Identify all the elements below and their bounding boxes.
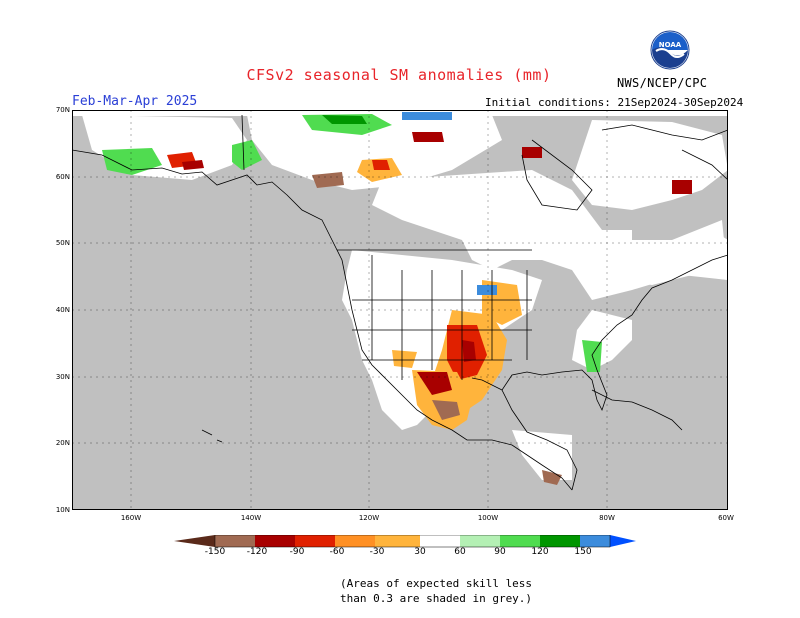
colorbar-label: -120 <box>246 547 268 557</box>
colorbar-segment <box>500 535 540 547</box>
colorbar-segment <box>295 535 335 547</box>
initial-conditions: Initial conditions: 21Sep2024-30Sep2024 <box>485 96 744 109</box>
lat-label: 10N <box>55 506 70 514</box>
colorbar-segment <box>420 535 460 547</box>
map-title: CFSv2 seasonal SM anomalies (mm) <box>246 66 552 84</box>
skill-note-line: than 0.3 are shaded in grey.) <box>340 592 533 605</box>
colorbar-label: -30 <box>369 547 385 557</box>
colorbar-max-arrow <box>610 535 636 547</box>
lat-label: 20N <box>55 439 70 447</box>
lon-label: 100W <box>477 514 499 522</box>
colorbar-label: -150 <box>204 547 226 557</box>
lon-label: 160W <box>120 514 142 522</box>
lon-label: 140W <box>240 514 262 522</box>
colorbar-label: -90 <box>289 547 305 557</box>
color-bar <box>174 535 636 548</box>
forecast-period: Feb-Mar-Apr 2025 <box>72 94 198 109</box>
coastlines-and-borders <box>72 114 728 491</box>
graticule <box>72 110 728 510</box>
lat-label: 60N <box>55 173 70 181</box>
colorbar-segment <box>460 535 500 547</box>
colorbar-min-arrow <box>174 535 215 547</box>
lon-label: 60W <box>718 514 734 522</box>
colorbar-segment <box>335 535 375 547</box>
colorbar-label: 30 <box>414 547 426 557</box>
soil-moisture-map <box>72 110 728 510</box>
skill-note: (Areas of expected skill less than 0.3 a… <box>340 576 540 606</box>
lon-label: 80W <box>599 514 615 522</box>
colorbar-label: -60 <box>329 547 345 557</box>
lat-label: 30N <box>55 373 70 381</box>
colorbar-label: 90 <box>494 547 506 557</box>
lat-label: 40N <box>55 306 70 314</box>
colorbar-segment <box>375 535 420 547</box>
lat-label: 70N <box>55 106 70 114</box>
agency-label: NWS/NCEP/CPC <box>617 76 708 90</box>
colorbar-label: 150 <box>574 547 592 557</box>
lon-label: 120W <box>358 514 380 522</box>
colorbar-segment <box>215 535 255 547</box>
logo-text: NOAA <box>659 41 682 49</box>
skill-note-line: (Areas of expected skill less <box>340 577 533 590</box>
colorbar-label: 60 <box>454 547 466 557</box>
colorbar-label: 120 <box>531 547 549 557</box>
noaa-logo-icon: NOAA <box>650 30 690 70</box>
lat-label: 50N <box>55 239 70 247</box>
colorbar-segment <box>580 535 610 547</box>
colorbar-segment <box>255 535 295 547</box>
colorbar-segment <box>540 535 580 547</box>
